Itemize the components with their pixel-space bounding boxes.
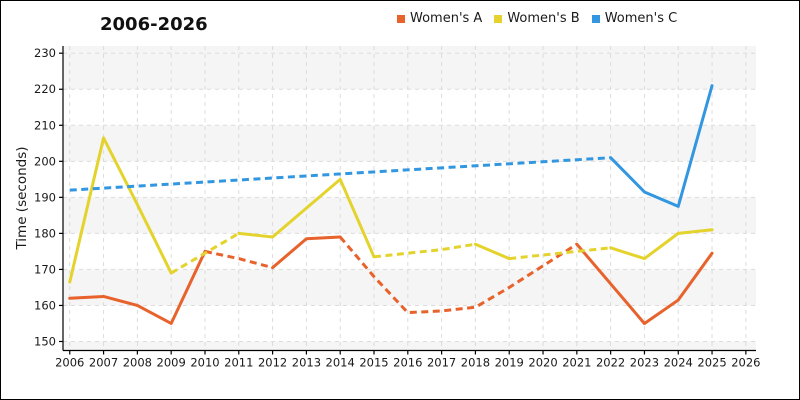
series-line-womens-b	[473, 242, 511, 261]
plot-band	[63, 125, 756, 162]
series-line-womens-c	[609, 84, 714, 208]
y-tick-label: 210	[34, 118, 56, 132]
womens-b-swatch-icon	[494, 14, 503, 23]
x-tick-label: 2023	[630, 356, 659, 370]
y-tick-label: 160	[34, 298, 56, 312]
y-tick-label: 180	[34, 226, 56, 240]
womens-c-swatch-icon	[591, 14, 600, 23]
series-line-womens-b	[68, 136, 173, 284]
x-tick-label: 2020	[528, 356, 557, 370]
series-line-womens-a	[339, 236, 578, 315]
x-tick-label: 2010	[190, 356, 219, 370]
legend-label: Women's B	[507, 11, 580, 26]
y-tick-label: 170	[34, 262, 56, 276]
x-tick-label: 2016	[393, 356, 422, 370]
series-line-womens-c	[69, 156, 611, 192]
x-tick-label: 2006	[55, 356, 84, 370]
y-tick-label: 190	[34, 190, 56, 204]
womens-a-swatch-icon	[397, 14, 405, 23]
series-line-womens-a	[204, 249, 273, 270]
plot-band	[63, 269, 756, 306]
series-line-womens-b	[373, 242, 476, 259]
legend: Women's A Women's B Women's C	[397, 11, 677, 26]
x-tick-label: 2013	[292, 356, 321, 370]
plot-band	[63, 46, 756, 90]
legend-label: Women's C	[604, 11, 678, 26]
chart-title: 2006-2026	[100, 14, 208, 35]
x-tick-label: 2012	[258, 356, 287, 370]
y-tick-label: 230	[34, 46, 56, 60]
series-line-womens-b	[170, 232, 240, 275]
series-line-womens-a	[575, 242, 714, 325]
plot-band	[63, 197, 756, 234]
x-tick-label: 2009	[157, 356, 186, 370]
x-tick-label: 2018	[461, 356, 490, 370]
x-tick-label: 2025	[697, 356, 726, 370]
series-line-womens-b	[609, 228, 714, 261]
x-tick-label: 2017	[427, 356, 456, 370]
x-tick-label: 2008	[123, 356, 152, 370]
series-line-womens-b	[509, 246, 611, 261]
legend-label: Women's A	[410, 11, 483, 26]
y-tick-label: 150	[34, 334, 56, 348]
series-line-womens-a	[271, 235, 342, 270]
x-tick-label: 2022	[596, 356, 625, 370]
x-tick-label: 2014	[326, 356, 355, 370]
series-line-womens-b	[237, 177, 376, 259]
series-line-womens-a	[68, 249, 207, 325]
legend-item-womens-b: Women's B	[494, 11, 580, 26]
x-tick-label: 2011	[224, 356, 253, 370]
x-tick-label: 2007	[89, 356, 118, 370]
x-tick-label: 2026	[731, 356, 760, 370]
x-tick-label: 2019	[495, 356, 524, 370]
legend-item-womens-c: Women's C	[591, 11, 678, 26]
x-tick-label: 2024	[664, 356, 693, 370]
x-tick-label: 2015	[359, 356, 388, 370]
plot-band	[63, 341, 756, 351]
y-tick-label: 200	[34, 154, 56, 168]
x-tick-label: 2021	[562, 356, 591, 370]
y-tick-label: 220	[34, 82, 56, 96]
legend-item-womens-a: Women's A	[397, 11, 482, 26]
